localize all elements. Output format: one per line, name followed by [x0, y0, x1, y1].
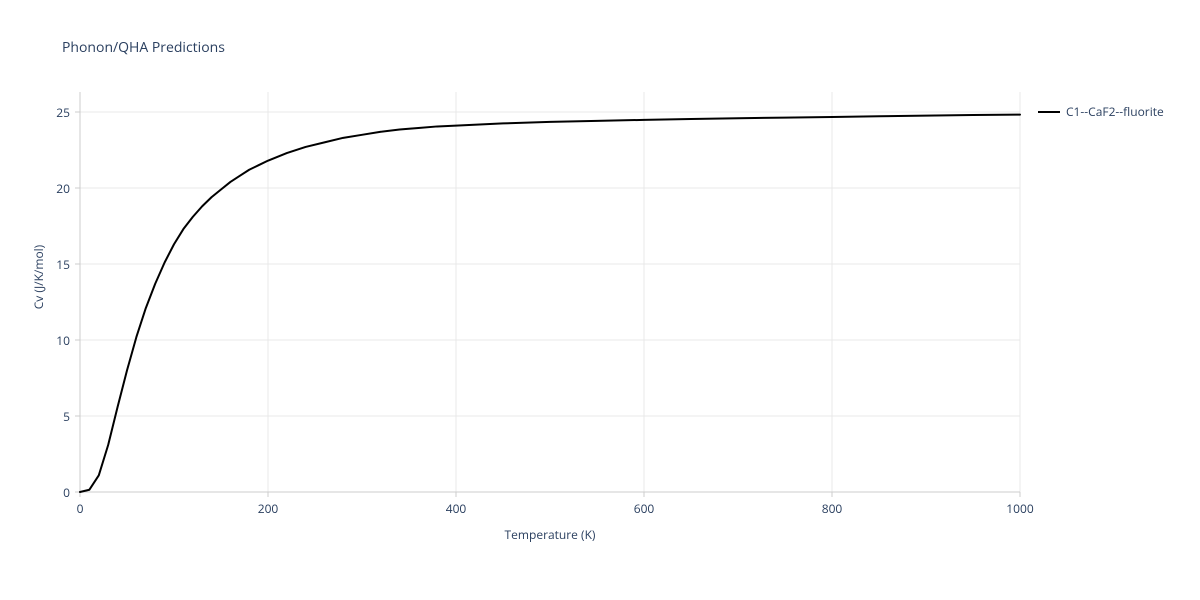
- y-tick-label: 0: [40, 484, 70, 501]
- y-tick-label: 20: [40, 180, 70, 197]
- x-tick-label: 800: [812, 500, 852, 517]
- legend-label: C1--CaF2--fluorite: [1066, 103, 1164, 120]
- x-tick-label: 0: [60, 500, 100, 517]
- y-tick-label: 25: [40, 104, 70, 121]
- x-tick-label: 400: [436, 500, 476, 517]
- y-tick-label: 5: [40, 408, 70, 425]
- y-axis-label: Cv (J/K/mol): [30, 227, 47, 327]
- x-tick-label: 600: [624, 500, 664, 517]
- chart-root: Phonon/QHA Predictions Temperature (K) C…: [0, 0, 1200, 600]
- y-tick-label: 15: [40, 256, 70, 273]
- y-tick-label: 10: [40, 332, 70, 349]
- legend: C1--CaF2--fluorite: [1038, 103, 1164, 120]
- x-axis-label: Temperature (K): [490, 526, 610, 543]
- x-tick-label: 1000: [1000, 500, 1040, 517]
- x-tick-label: 200: [248, 500, 288, 517]
- legend-swatch: [1038, 111, 1060, 113]
